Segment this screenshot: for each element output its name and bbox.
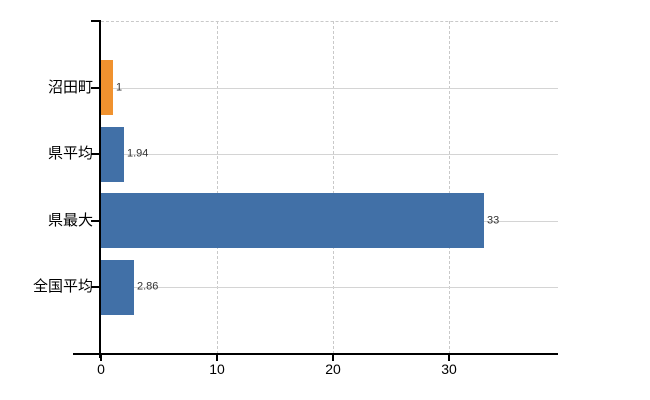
- x-axis-tick-20: [332, 355, 334, 361]
- y-axis-tick: [91, 153, 99, 155]
- y-gridline: [101, 287, 558, 288]
- bar-県平均: [101, 127, 124, 182]
- x-gridline-20: [333, 21, 334, 354]
- bar-沼田町: [101, 60, 113, 115]
- bar-value-label: 1.94: [127, 147, 149, 160]
- category-label: 県平均: [47, 144, 93, 162]
- y-axis-tick: [91, 220, 99, 222]
- plot-top-boundary-line: [101, 21, 558, 22]
- y-axis-line: [99, 20, 101, 358]
- y-gridline: [101, 88, 558, 89]
- x-tick-label: 0: [97, 361, 105, 377]
- x-gridline-30: [449, 21, 450, 354]
- y-gridline: [101, 154, 558, 155]
- x-tick-label: 20: [325, 361, 341, 377]
- y-axis-top-tick: [91, 20, 99, 22]
- category-label: 全国平均: [32, 277, 93, 295]
- x-axis-tick-30: [448, 355, 450, 361]
- category-label: 沼田町: [47, 78, 93, 96]
- x-axis-line: [73, 353, 558, 355]
- x-tick-label: 30: [441, 361, 457, 377]
- bar-value-label: 1: [116, 81, 123, 94]
- category-label: 県最大: [47, 211, 93, 229]
- bar-value-label: 33: [487, 214, 500, 227]
- x-tick-label: 10: [209, 361, 225, 377]
- bar-全国平均: [101, 260, 134, 315]
- x-gridline-10: [217, 21, 218, 354]
- y-axis-tick: [91, 87, 99, 89]
- bar-value-label: 2.86: [137, 280, 159, 293]
- bar-県最大: [101, 193, 484, 248]
- x-axis-tick-10: [216, 355, 218, 361]
- y-axis-tick: [91, 286, 99, 288]
- x-axis-tick-0: [100, 355, 102, 361]
